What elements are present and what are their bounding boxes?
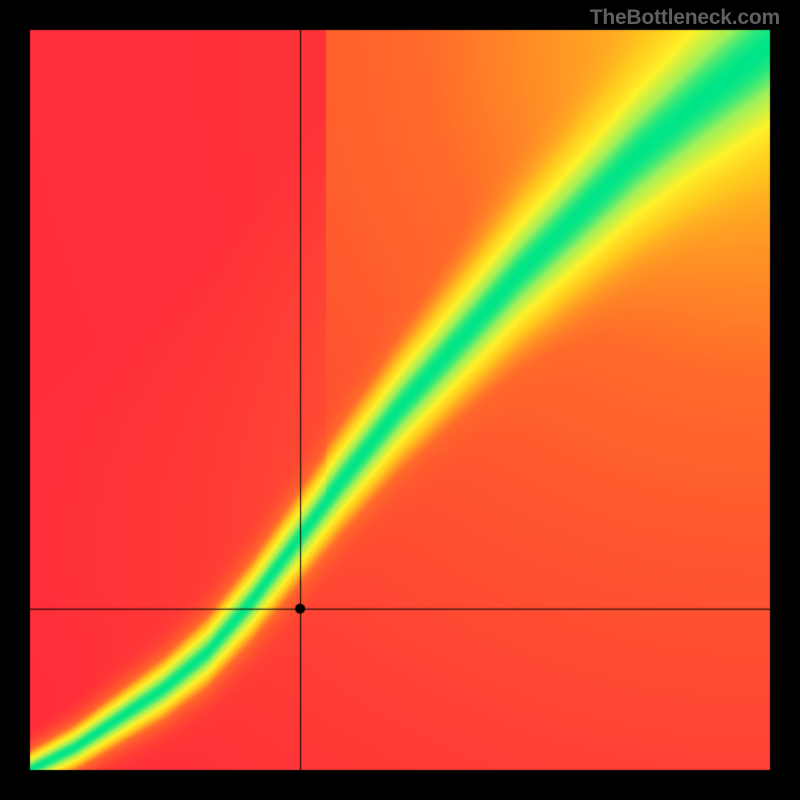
- heatmap-canvas: [0, 0, 800, 800]
- chart-container: TheBottleneck.com: [0, 0, 800, 800]
- watermark-text: TheBottleneck.com: [590, 6, 780, 30]
